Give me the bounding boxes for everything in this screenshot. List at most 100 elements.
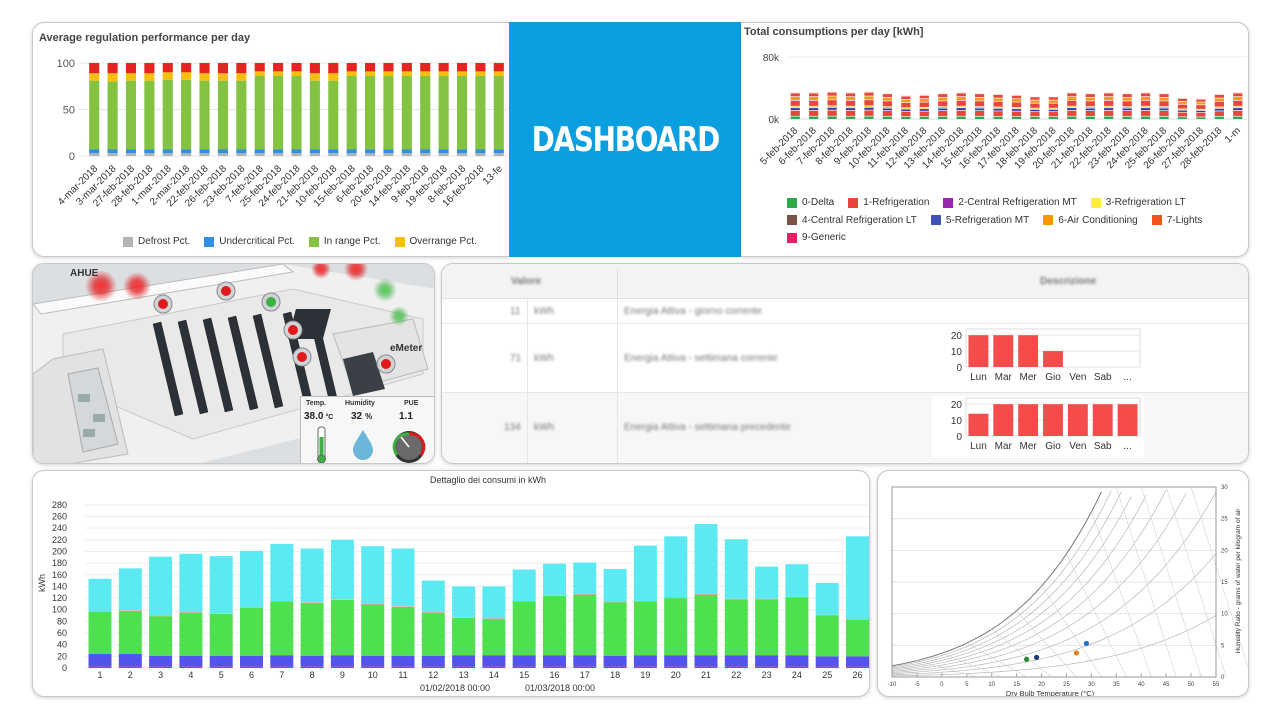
perf-bar-segment	[199, 153, 210, 156]
legend-item[interactable]: 2-Central Refrigeration MT	[943, 195, 1077, 210]
cons-bar-segment	[827, 105, 837, 108]
cons-bar-gap	[919, 101, 929, 103]
cons-bar-gap	[1196, 101, 1206, 103]
legend-item[interactable]: 5-Refrigeration MT	[930, 213, 1030, 228]
legend-item[interactable]: Undercritical Pct.	[204, 236, 295, 247]
legend-item[interactable]: 7-Lights	[1151, 213, 1202, 228]
detail-bar-segment	[330, 655, 354, 667]
perf-bar-segment	[475, 149, 486, 154]
perf-y-tick: 50	[63, 105, 75, 117]
perf-bar-segment	[162, 63, 173, 73]
cons-bar-segment	[975, 106, 985, 108]
mini-y-tick: 0	[956, 363, 962, 374]
perf-bar-segment	[217, 149, 228, 154]
psy-wetbulb-line	[1016, 610, 1077, 678]
cons-bar-gap	[1030, 107, 1040, 109]
table-header: Valore Descrizione	[442, 264, 1248, 299]
detail-bar-segment	[785, 597, 809, 656]
cons-bar-gap	[938, 93, 948, 95]
detail-bar-segment	[270, 655, 294, 667]
cons-bar-segment	[919, 116, 929, 119]
cons-bar-gap	[882, 115, 893, 117]
detail-x-tick: 8	[310, 670, 315, 680]
detail-bar-segment	[664, 598, 688, 656]
perf-bar-segment	[89, 80, 100, 150]
cons-bar-segment	[901, 99, 911, 103]
legend-item[interactable]: In range Pct.	[308, 236, 381, 247]
perf-bar-segment	[383, 153, 394, 156]
cons-legend: 0-Delta 1-Refrigeration 2-Central Refriger…	[787, 195, 1237, 248]
legend-item[interactable]: 4-Central Refrigeration LT	[787, 213, 917, 228]
pue-label: PUE	[404, 400, 419, 407]
cons-bar-gap	[919, 108, 929, 110]
perf-bar-segment	[273, 63, 284, 72]
psy-data-point	[1023, 656, 1030, 662]
cons-bar-gap	[1214, 106, 1224, 108]
cons-bar-segment	[1122, 100, 1132, 107]
cons-bar-gap	[864, 99, 874, 101]
perf-bar-segment	[401, 76, 412, 150]
psy-y-tick: 30	[1221, 485, 1228, 491]
cons-bar-gap	[1085, 115, 1095, 117]
detail-bar-segment	[543, 655, 566, 667]
cons-bar-segment	[1140, 92, 1151, 97]
legend-label: 5-Refrigeration MT	[945, 214, 1030, 226]
cons-bar-segment	[956, 115, 966, 119]
detail-bar-segment	[88, 611, 112, 613]
psy-rh-curve	[891, 489, 1167, 672]
cons-bar-segment	[1011, 108, 1022, 111]
cons-bar-segment	[1140, 110, 1151, 116]
cons-bar-gap	[901, 111, 911, 112]
detail-bar-segment	[118, 654, 142, 667]
legend-item[interactable]: 6-Air Conditioning	[1043, 213, 1138, 228]
legend-swatch	[308, 236, 319, 247]
row-unit: kWh	[534, 422, 554, 433]
detail-bar-segment	[815, 614, 839, 616]
cons-bar-gap	[1067, 92, 1077, 94]
cons-bar-gap	[1067, 107, 1077, 109]
legend-item[interactable]: 9-Generic	[787, 230, 846, 245]
legend-item[interactable]: Overrange Pct.	[394, 236, 477, 247]
row-value: 134	[504, 422, 521, 433]
cons-bar-segment	[956, 105, 966, 108]
cons-bar-gap	[845, 107, 856, 109]
detail-bar-segment	[573, 594, 597, 656]
perf-bar-segment	[438, 153, 449, 156]
col-value-header: Valore	[511, 276, 542, 287]
psy-x-tick: 10	[988, 682, 995, 688]
legend-item[interactable]: 3-Refrigeration LT	[1090, 195, 1186, 210]
cons-bar-segment	[938, 100, 948, 107]
legend-item[interactable]: 1-Refrigeration	[848, 195, 929, 210]
cons-bar-gap	[1140, 115, 1151, 117]
dashboard-banner: DASHBOARD	[509, 22, 742, 257]
perf-bar-segment	[309, 73, 320, 81]
cons-bar-segment	[975, 100, 985, 107]
cons-bar-gap	[938, 115, 948, 117]
cons-bar-segment	[1048, 99, 1058, 103]
legend-label: Overrange Pct.	[409, 236, 477, 247]
perf-bar-segment	[144, 73, 155, 81]
perf-x-tick: 13-fe	[481, 163, 505, 187]
cons-bar-gap	[1030, 99, 1040, 101]
cons-bar-gap	[1233, 115, 1243, 117]
cons-bar-segment	[790, 107, 800, 111]
legend-item[interactable]: 0-Delta	[787, 195, 834, 210]
cons-bar-segment	[901, 102, 911, 108]
perf-bar-segment	[181, 79, 192, 150]
cons-bar-gap	[975, 110, 985, 112]
mini-y-tick: 20	[951, 331, 963, 342]
cons-bar-segment	[1085, 107, 1095, 111]
cons-chart: 80k0k5-feb-20186-feb-20187-feb-20188-feb…	[758, 53, 1247, 171]
legend-item[interactable]: Defrost Pct.	[123, 236, 190, 247]
detail-bar-segment	[846, 619, 869, 620]
detail-y-tick: 20	[57, 651, 67, 661]
psy-rh-curve	[891, 614, 1217, 677]
psy-wetbulb-line	[966, 642, 1027, 678]
cons-bar-segment	[1177, 101, 1188, 104]
cons-bar-gap	[901, 116, 911, 117]
detail-y-tick: 160	[52, 570, 67, 580]
detail-x-tick: 4	[188, 670, 193, 680]
cons-bar-segment	[956, 100, 966, 106]
psy-x-tick: -10	[888, 682, 897, 688]
cons-bar-segment	[864, 99, 874, 106]
